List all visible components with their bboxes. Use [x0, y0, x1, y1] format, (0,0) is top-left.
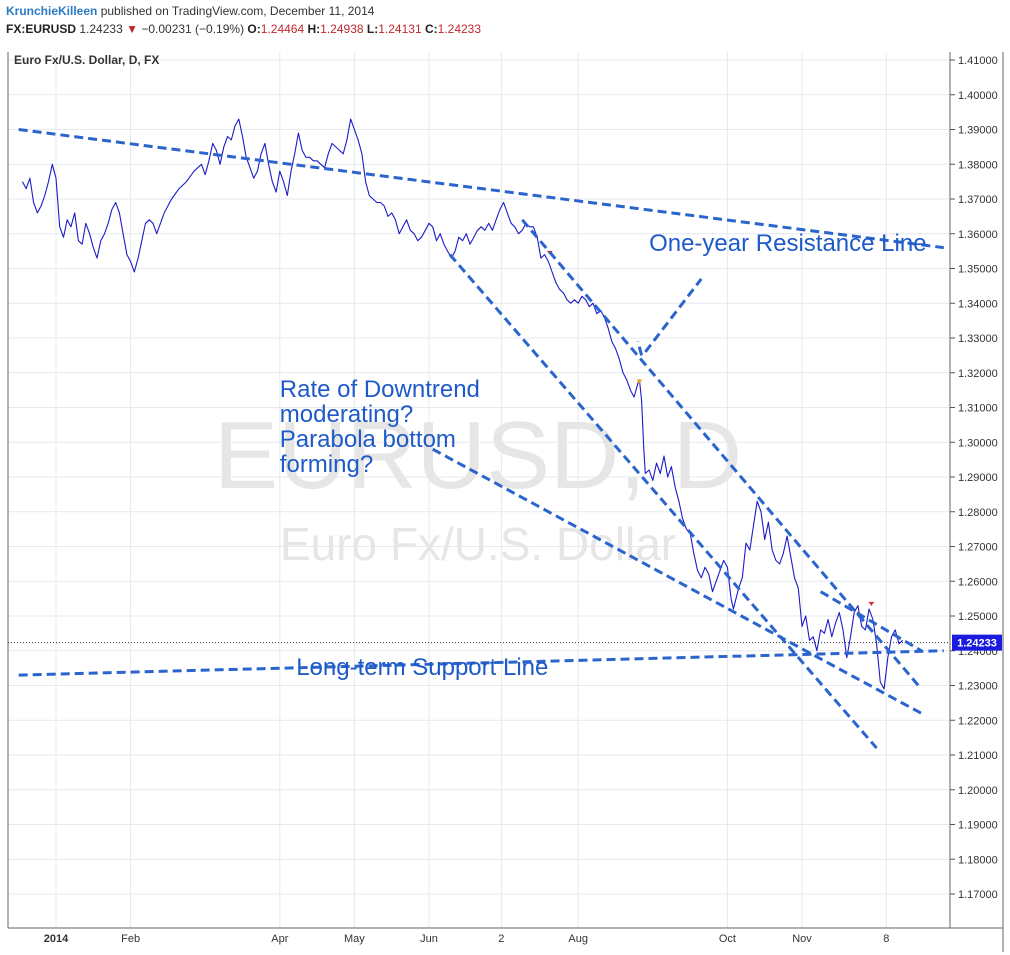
- y-tick-label: 1.28000: [958, 507, 998, 519]
- x-tick-label: May: [344, 933, 365, 945]
- low-label: L:: [366, 22, 379, 36]
- price-chart[interactable]: 1.41000 1.40000 1.39000 1.38000 1.37000 1.360…: [0, 40, 1010, 955]
- annotation-line: Rate of Downtrend: [280, 376, 480, 403]
- annotation-line: Long-term Support Line: [296, 654, 548, 681]
- y-tick-label: 1.34000: [958, 298, 998, 310]
- y-tick-label: 1.23000: [958, 681, 998, 693]
- current-price-badge: [952, 634, 1002, 651]
- symbol-label: FX:EURUSD: [6, 22, 77, 36]
- y-tick-label: 1.41000: [958, 55, 998, 67]
- publish-line: KrunchieKilleen published on TradingView…: [6, 4, 374, 18]
- quote-line: FX:EURUSD 1.24233 ▼ −0.00231 (−0.19%) O:…: [6, 22, 481, 36]
- last-price: 1.24233: [79, 22, 123, 36]
- y-tick-label: 1.20000: [958, 785, 998, 797]
- y-tick-label: 1.35000: [958, 264, 998, 276]
- high-value: 1.24938: [320, 22, 364, 36]
- y-tick-label: 1.26000: [958, 576, 998, 588]
- chart-title: Euro Fx/U.S. Dollar, D, FX: [14, 53, 159, 67]
- down-arrow-icon: ▼: [126, 22, 138, 36]
- one-year-resistance-line[interactable]: [18, 128, 944, 250]
- inner-channel-line[interactable]: [521, 218, 923, 690]
- y-tick-label: 1.21000: [958, 750, 998, 762]
- x-tick-label: Feb: [121, 933, 140, 945]
- y-tick-label: 1.38000: [958, 159, 998, 171]
- y-tick-label: 1.36000: [958, 229, 998, 241]
- outer-channel-line[interactable]: [448, 253, 878, 750]
- x-tick-label: Apr: [271, 933, 288, 945]
- low-value: 1.24131: [378, 22, 422, 36]
- price-marker: [636, 379, 643, 384]
- y-tick-label: 1.37000: [958, 194, 998, 206]
- open-value: 1.24464: [260, 22, 305, 36]
- y-tick-label: 1.40000: [958, 90, 998, 102]
- plot-background: [8, 52, 1003, 952]
- annotation-text: One-year Resistance Line: [649, 230, 926, 257]
- close-label: C:: [424, 22, 438, 36]
- price-series-line[interactable]: [21, 118, 904, 690]
- long-term-support-line[interactable]: [18, 649, 944, 677]
- y-tick-label: 1.33000: [958, 333, 998, 345]
- y-tick-label: 1.27000: [958, 542, 998, 554]
- published-text: published on TradingView.com, December 1…: [100, 4, 375, 18]
- annotation-line: forming?: [280, 451, 373, 478]
- high-label: H:: [307, 22, 321, 36]
- x-tick-label: 2014: [44, 933, 69, 945]
- watermark-name: Euro Fx/U.S. Dollar: [280, 518, 676, 570]
- close-value: 1.24233: [437, 22, 482, 36]
- y-tick-label: 1.19000: [958, 820, 998, 832]
- y-tick-label: 1.22000: [958, 715, 998, 727]
- x-tick-label: Nov: [792, 933, 812, 945]
- x-tick-label: 2: [498, 933, 504, 945]
- moderating-lower-line[interactable]: [432, 447, 923, 715]
- price-change: −0.00231 (−0.19%): [141, 22, 245, 36]
- y-tick-label: 1.32000: [958, 368, 998, 380]
- annotation-text: Rate of Downtrend moderating? Parabola bot…: [280, 376, 480, 478]
- y-tick-label: 1.17000: [958, 889, 998, 901]
- open-label: O:: [247, 22, 261, 36]
- y-tick-label: 1.29000: [958, 472, 998, 484]
- annotation-text: Long-term Support Line: [296, 654, 548, 681]
- annotation-line: One-year Resistance Line: [649, 230, 926, 257]
- y-tick-label: 1.39000: [958, 125, 998, 137]
- moderating-upper-line[interactable]: [819, 590, 923, 653]
- annotation-line: Parabola bottom: [280, 426, 456, 453]
- chart-header: KrunchieKilleen published on TradingView…: [0, 0, 1010, 40]
- x-tick-label: Aug: [568, 933, 588, 945]
- current-price-label: 1.24233: [957, 638, 997, 650]
- y-tick-label: 1.31000: [958, 403, 998, 415]
- resistance-arrow-tick[interactable]: [636, 341, 644, 356]
- price-marker: [868, 601, 875, 606]
- y-tick-label: 1.18000: [958, 854, 998, 866]
- annotation-line: moderating?: [280, 401, 413, 428]
- x-tick-label: Oct: [719, 933, 736, 945]
- x-tick-label: 8: [883, 933, 889, 945]
- x-tick-label: Jun: [420, 933, 438, 945]
- y-tick-label: 1.25000: [958, 611, 998, 623]
- y-tick-label: 1.30000: [958, 437, 998, 449]
- resistance-arrow-line[interactable]: [644, 278, 703, 353]
- author-link[interactable]: KrunchieKilleen: [6, 4, 98, 18]
